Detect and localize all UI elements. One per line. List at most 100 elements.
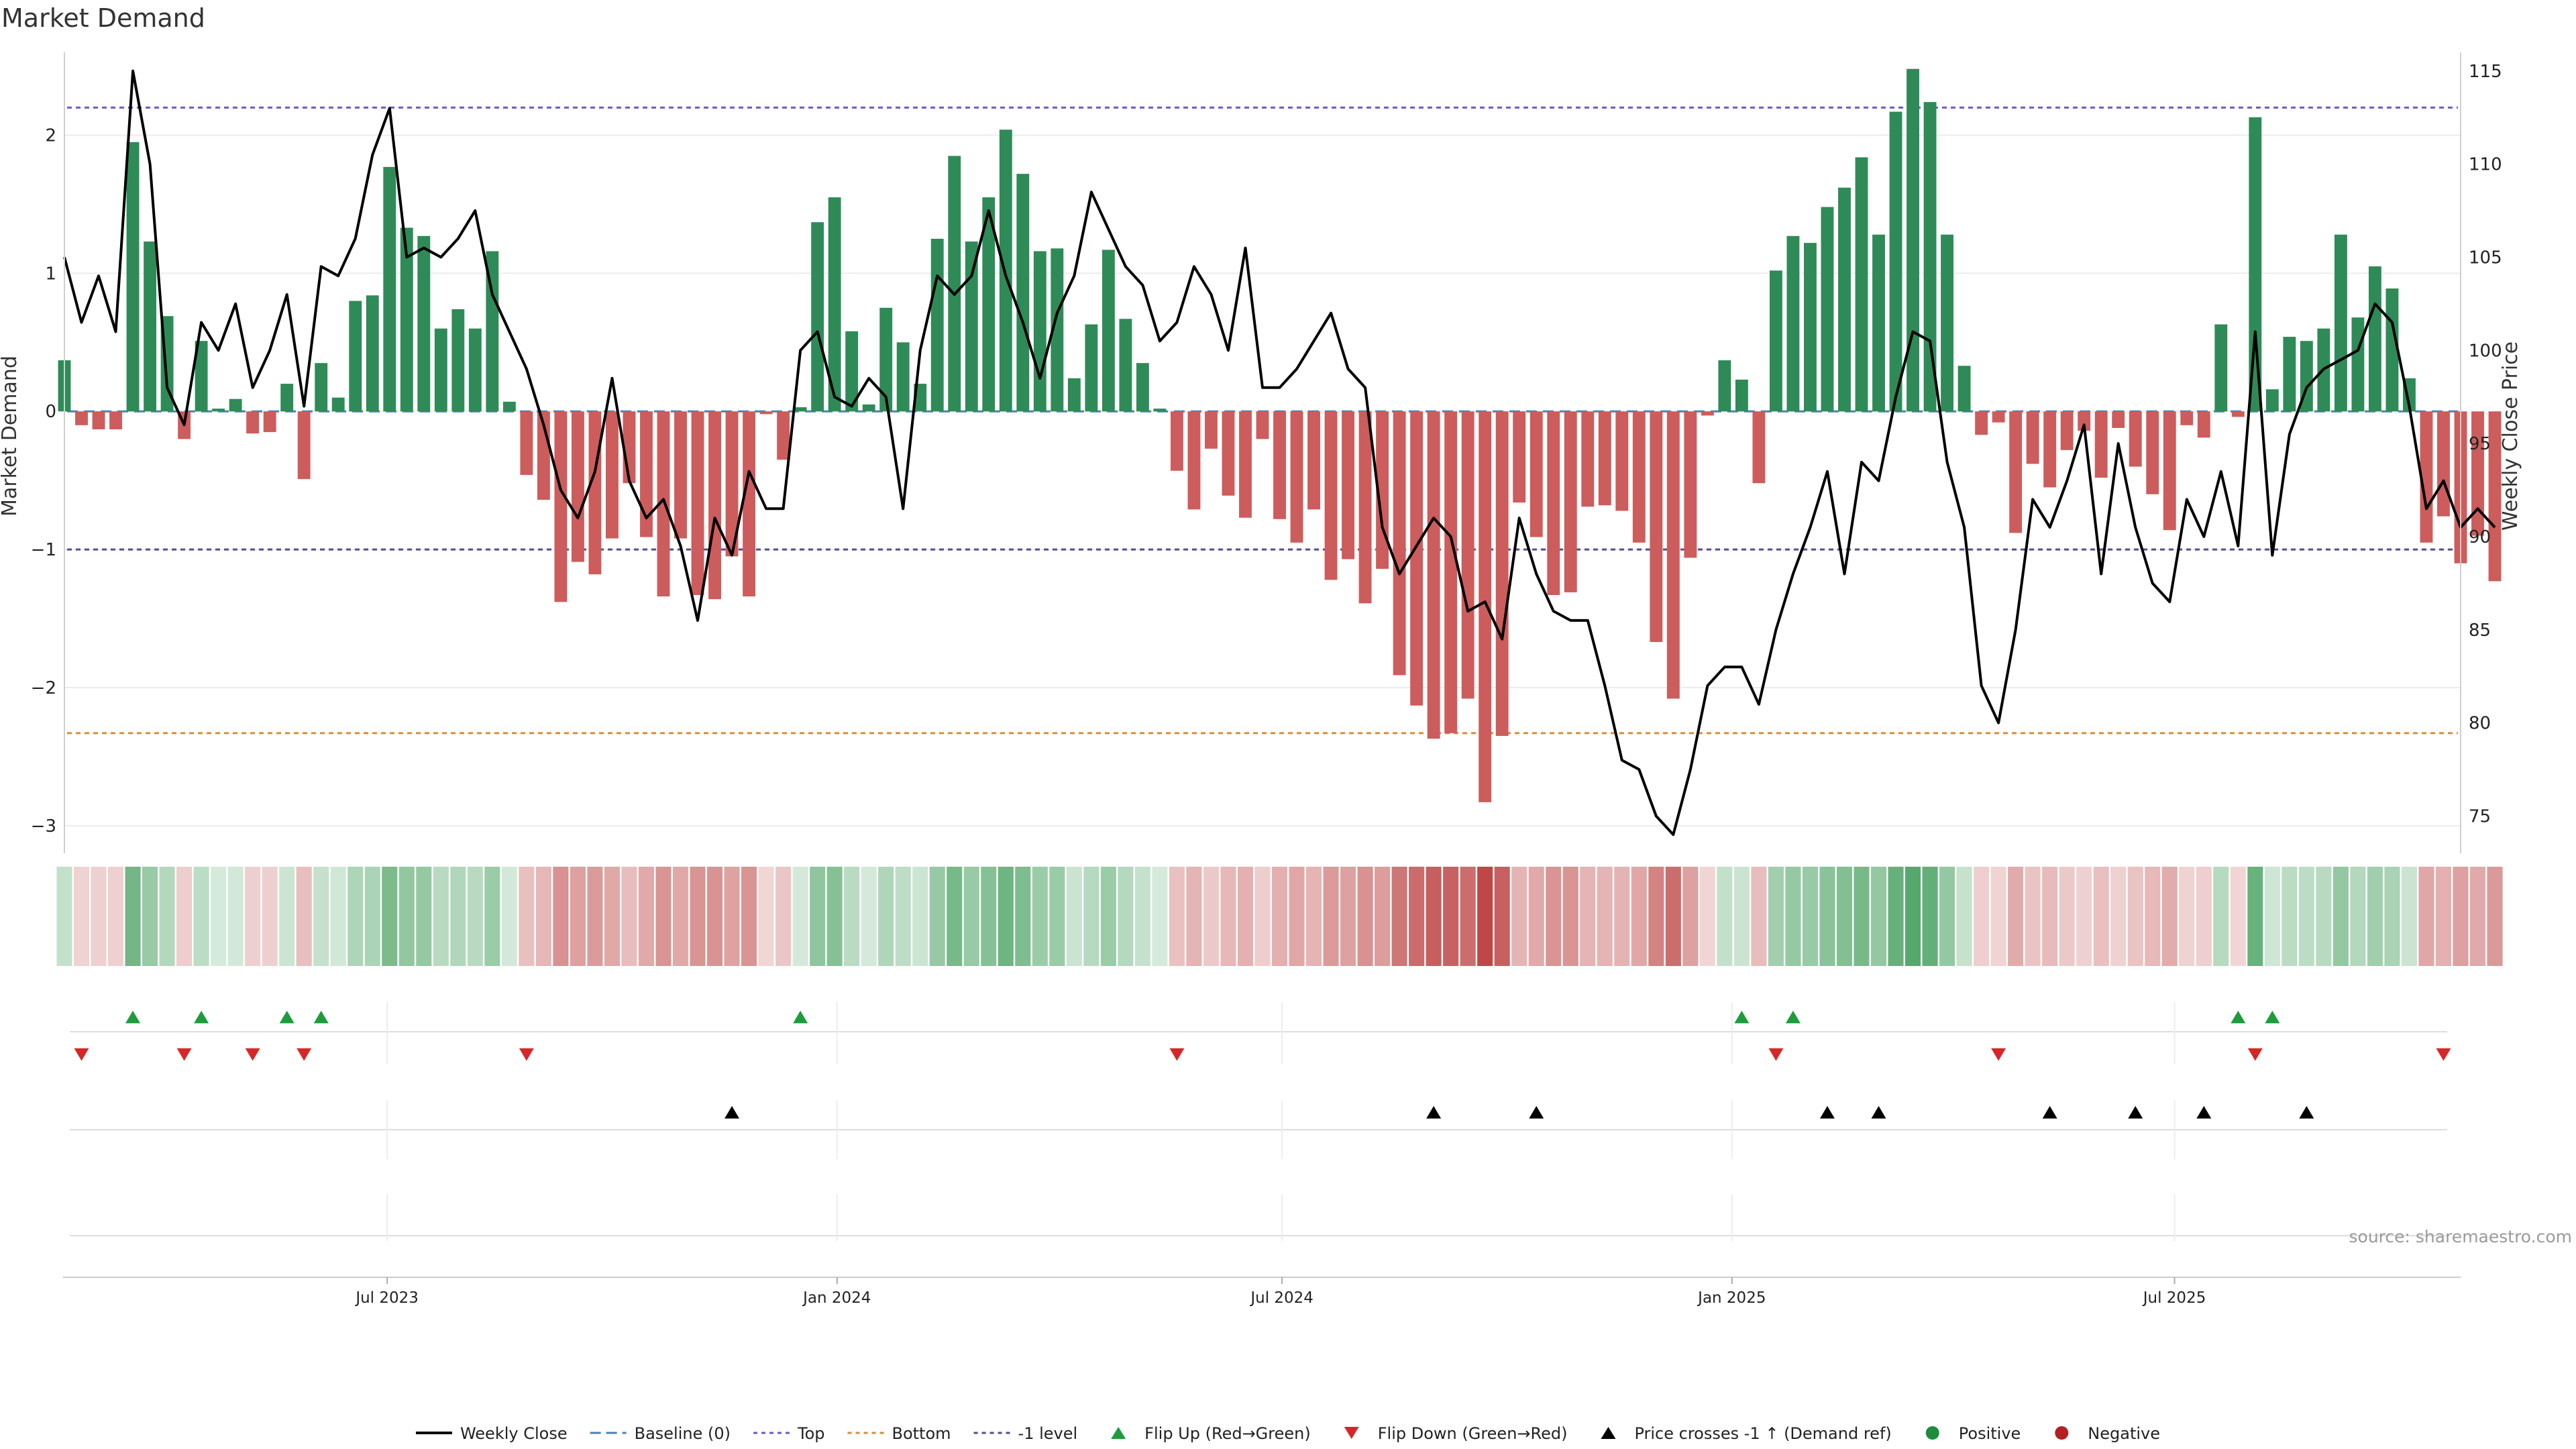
strip-cell	[1665, 867, 1681, 966]
demand-bar	[2112, 411, 2125, 428]
strip-cell	[1049, 867, 1065, 966]
legend-item: Top	[753, 1424, 825, 1443]
strip-cell	[2332, 867, 2349, 966]
legend-label: Baseline (0)	[635, 1424, 731, 1443]
date-tick-label: Jul 2024	[1249, 1289, 1313, 1307]
strip-cell	[792, 867, 808, 966]
strip-cell	[433, 867, 449, 966]
strip-cell	[1802, 867, 1819, 966]
strip-cell	[1836, 867, 1853, 966]
demand-bar	[2163, 411, 2176, 531]
demand-bar	[794, 407, 807, 412]
strip-cell	[878, 867, 894, 966]
demand-bar	[1427, 411, 1440, 739]
strip-cell	[1169, 867, 1185, 966]
demand-bar	[1615, 411, 1629, 511]
strip-cell	[2093, 867, 2109, 966]
strip-cell	[1254, 867, 1271, 966]
demand-bar	[1479, 411, 1492, 802]
strip-cell	[587, 867, 603, 966]
demand-bar	[2249, 117, 2262, 412]
left-tick-label: 1	[45, 264, 56, 284]
demand-bar	[1170, 411, 1183, 471]
strip-cell	[998, 867, 1014, 966]
legend-label: Flip Up (Red→Green)	[1144, 1424, 1311, 1443]
strip-cell	[1528, 867, 1544, 966]
strip-cell	[364, 867, 380, 966]
strip-cell	[467, 867, 483, 966]
strip-cell	[2213, 867, 2229, 966]
strip-cell	[1870, 867, 1887, 966]
right-tick-label: 75	[2469, 806, 2491, 826]
price-cross-marker	[1426, 1106, 1442, 1119]
flip-up-marker	[194, 1010, 209, 1024]
demand-bar	[1256, 411, 1269, 439]
strip-cell	[2179, 867, 2195, 966]
demand-bar	[1119, 319, 1132, 412]
legend-label: Negative	[2088, 1424, 2160, 1443]
strip-cell	[2196, 867, 2212, 966]
demand-bar	[1907, 68, 1919, 412]
left-axis-ticks: −3 −2 −1 0 1 2	[31, 126, 56, 837]
demand-bar	[2488, 411, 2502, 582]
strip-cell	[1682, 867, 1699, 966]
demand-bar	[2214, 324, 2228, 412]
demand-bar	[930, 238, 944, 412]
demand-bar	[2351, 317, 2365, 412]
price-cross-marker	[1819, 1106, 1835, 1119]
demand-bar	[1769, 270, 1782, 412]
demand-bar	[862, 404, 875, 412]
flip-up-marker	[279, 1010, 294, 1024]
strip-cell	[1494, 867, 1510, 966]
strip-cell	[501, 867, 517, 966]
demand-bar	[195, 341, 208, 412]
demand-bar	[1581, 411, 1595, 507]
demand-bar	[434, 328, 447, 412]
strip-cell	[2230, 867, 2246, 966]
demand-bar	[229, 398, 242, 412]
demand-bar	[1136, 363, 1149, 412]
strip-cell	[2384, 867, 2400, 966]
strip-cell	[398, 867, 415, 966]
strip-cell	[484, 867, 500, 966]
demand-bar	[468, 328, 482, 412]
legend-item: Positive	[1925, 1424, 2021, 1443]
demand-bar	[896, 342, 910, 412]
strip-cell	[296, 867, 312, 966]
strip-cell	[826, 867, 843, 966]
demand-bar	[1102, 250, 1115, 412]
demand-bar	[1153, 409, 1167, 412]
strip-cell	[1648, 867, 1664, 966]
flip-up-marker	[793, 1010, 808, 1024]
strip-cell	[724, 867, 740, 966]
strip-cell	[1546, 867, 1562, 966]
strip-cell	[741, 867, 757, 966]
event-marker-panels	[63, 1002, 2461, 1278]
demand-bar	[2146, 411, 2159, 494]
date-tick-label: Jul 2023	[354, 1289, 419, 1307]
legend-label: Price crosses -1 ↑ (Demand ref)	[1634, 1424, 1891, 1443]
strip-cell	[2350, 867, 2366, 966]
flip-up-marker	[2265, 1010, 2280, 1024]
demand-bar	[1205, 411, 1218, 449]
demand-bars	[58, 68, 2502, 802]
demand-bar	[400, 227, 413, 412]
strip-cell	[1477, 867, 1493, 966]
strip-cell	[2042, 867, 2058, 966]
legend-item: Baseline (0)	[590, 1424, 731, 1443]
flip-down-marker	[1768, 1048, 1784, 1061]
demand-bar	[759, 411, 773, 415]
demand-bar	[948, 156, 961, 412]
demand-bar	[1975, 411, 1988, 435]
right-tick-label: 110	[2469, 155, 2502, 175]
demand-bar	[1495, 411, 1509, 737]
strip-cell	[1083, 867, 1099, 966]
strip-cell	[2453, 867, 2469, 966]
strip-cell	[690, 867, 706, 966]
strip-cell	[2316, 867, 2332, 966]
demand-bar	[1461, 411, 1474, 699]
legend-label: Weekly Close	[460, 1424, 568, 1443]
demand-bar	[1923, 102, 1937, 412]
demand-bar	[640, 411, 653, 537]
strip-cell	[1066, 867, 1082, 966]
